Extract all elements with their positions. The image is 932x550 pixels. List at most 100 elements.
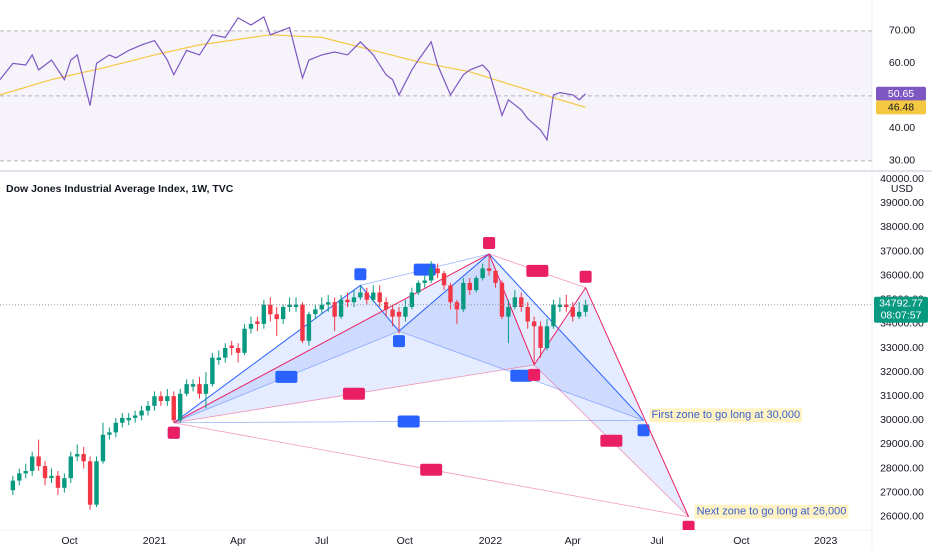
- chart-title: Dow Jones Industrial Average Index, 1W, …: [6, 183, 234, 195]
- candle-body: [422, 280, 427, 283]
- candle-body: [229, 345, 234, 348]
- candle-body: [525, 307, 530, 322]
- point-box: [528, 368, 541, 381]
- candle-body: [358, 292, 363, 298]
- countdown: 08:07:57: [881, 310, 922, 322]
- candle-body: [396, 311, 402, 317]
- ratio-box: [342, 387, 365, 400]
- candle-body: [274, 314, 279, 320]
- candle-body: [184, 384, 189, 394]
- candle-body: [416, 282, 421, 293]
- candle-body: [23, 470, 28, 474]
- candle-body: [493, 270, 498, 283]
- candle-body: [409, 292, 415, 308]
- y-tick-label: 40000.00: [880, 173, 924, 185]
- candle-body: [10, 480, 16, 491]
- candle-body: [145, 405, 151, 411]
- y-tick-label: 39000.00: [880, 197, 924, 209]
- candle-body: [467, 282, 472, 291]
- candle-body: [377, 292, 382, 303]
- candle-body: [216, 357, 222, 361]
- candle-body: [55, 475, 61, 488]
- candle-body: [139, 410, 144, 416]
- candle-body: [107, 432, 112, 435]
- rsi-ma-badge-bg: [876, 100, 926, 115]
- candle-body: [557, 304, 563, 308]
- y-tick-label: 70.00: [889, 25, 915, 37]
- y-tick-label: 33000.00: [880, 342, 924, 354]
- y-tick-label: 29000.00: [880, 438, 924, 450]
- y-tick-label: 30000.00: [880, 414, 924, 426]
- candle-body: [42, 466, 48, 479]
- candle-body: [454, 302, 460, 310]
- candle-body: [364, 292, 370, 300]
- candle-body: [499, 282, 505, 317]
- point-box: [392, 335, 405, 348]
- x-tick-label: Oct: [733, 535, 749, 547]
- candle-body: [448, 285, 453, 303]
- x-tick-label: 2021: [143, 535, 167, 547]
- pattern-fill: [173, 253, 535, 423]
- y-tick-label: 36000.00: [880, 269, 924, 281]
- point-box: [167, 426, 180, 439]
- note-bg: [694, 504, 849, 519]
- candle-body: [538, 326, 543, 348]
- y-tick-label: 32000.00: [880, 366, 924, 378]
- candle-body: [49, 475, 54, 479]
- note-text: First zone to go long at 30,000: [652, 409, 801, 421]
- y-tick-label: 60.00: [889, 57, 915, 69]
- candle-body: [564, 304, 569, 308]
- candle-body: [461, 282, 466, 310]
- y-tick-label: 30.00: [889, 155, 915, 167]
- rsi-value-badge: 50.65: [888, 88, 914, 100]
- candle-body: [223, 347, 228, 358]
- x-tick-label: 2022: [479, 535, 503, 547]
- currency-label: USD: [891, 183, 914, 195]
- candle-body: [480, 268, 485, 279]
- candle-body: [197, 384, 202, 394]
- y-tick-label: 31000.00: [880, 390, 924, 402]
- y-tick-label: 38000.00: [880, 221, 924, 233]
- candle-body: [29, 456, 35, 471]
- candle-body: [17, 473, 22, 481]
- candle-body: [255, 321, 260, 324]
- candle-body: [36, 456, 41, 467]
- candle-body: [94, 461, 99, 505]
- candle-body: [261, 304, 267, 324]
- candle-body: [383, 302, 389, 310]
- point-box: [354, 268, 367, 281]
- candle-body: [506, 307, 511, 317]
- y-tick-label: 27000.00: [880, 486, 924, 498]
- candle-body: [300, 304, 305, 341]
- candle-body: [351, 297, 357, 303]
- point-box: [682, 520, 695, 530]
- candle-body: [544, 326, 550, 348]
- candle-body: [441, 273, 447, 286]
- candle-body: [403, 307, 408, 317]
- candle-body: [126, 417, 131, 421]
- rsi-line: [0, 15, 587, 142]
- candle-body: [486, 268, 492, 271]
- candle-body: [531, 321, 537, 327]
- candle-body: [100, 434, 106, 462]
- candle-body: [75, 454, 80, 457]
- pattern-fill: [534, 287, 689, 517]
- candle-body: [512, 297, 518, 308]
- candle-body: [248, 323, 254, 329]
- x-tick-label: Oct: [397, 535, 413, 547]
- candle-body: [81, 454, 86, 462]
- candle-body: [152, 396, 157, 406]
- candle-body: [319, 304, 324, 310]
- candle-body: [203, 384, 209, 394]
- x-tick-label: Jul: [315, 535, 328, 547]
- x-tick-label: Apr: [565, 535, 582, 547]
- candle-body: [171, 396, 176, 421]
- candle-body: [293, 304, 299, 308]
- candle-body: [313, 309, 318, 315]
- candle-body: [132, 415, 138, 418]
- candle-body: [87, 461, 93, 505]
- rsi-ma-badge: 46.48: [888, 102, 914, 114]
- candle-body: [158, 396, 164, 402]
